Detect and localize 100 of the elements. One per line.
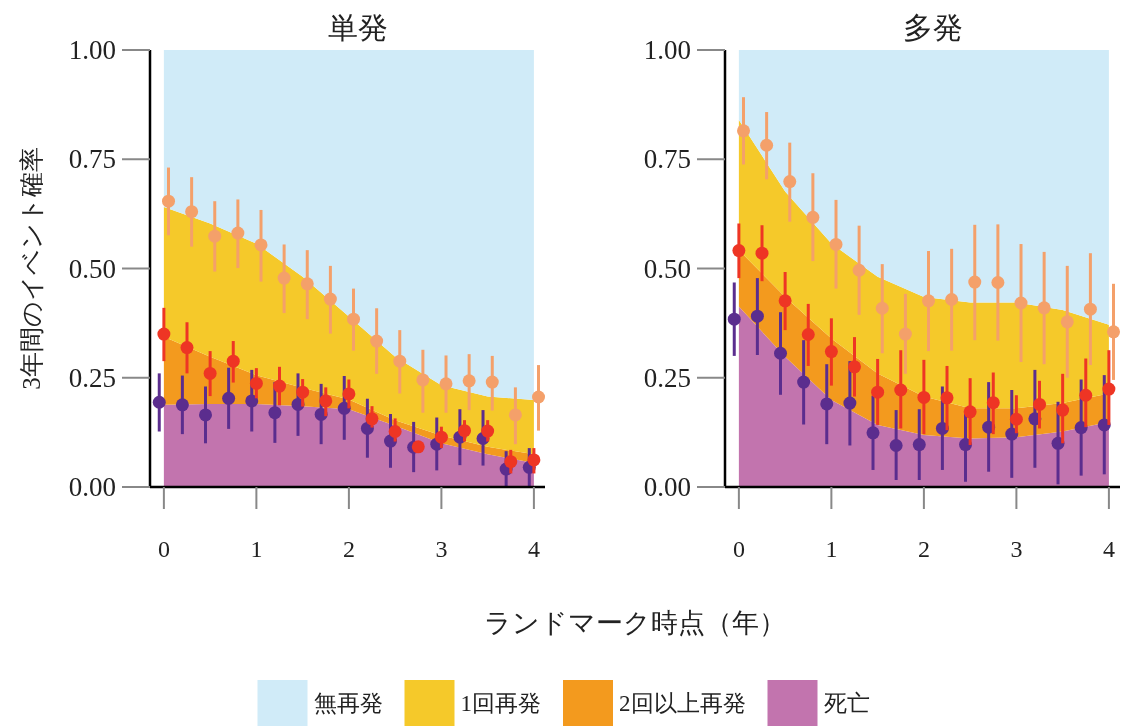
point	[871, 385, 885, 399]
point	[508, 408, 522, 422]
legend-label: 2回以上再発	[619, 691, 746, 716]
chart-title: 単発	[327, 11, 388, 44]
point	[945, 293, 959, 307]
point	[829, 237, 843, 251]
point	[824, 345, 838, 359]
point	[1102, 382, 1116, 396]
y-tick-label: 1.00	[68, 35, 116, 65]
point	[1083, 302, 1097, 316]
point	[737, 124, 750, 138]
point	[1079, 388, 1093, 402]
x-tick-label: 0	[732, 536, 745, 562]
y-tick-label: 0.50	[643, 253, 691, 284]
legend-label: 1回再発	[460, 691, 541, 716]
point	[732, 244, 746, 258]
point	[532, 390, 546, 404]
y-axis-title: 3年間のイベント確率	[18, 147, 45, 390]
point	[968, 275, 982, 289]
point	[481, 424, 495, 438]
y-tick-label: 0.75	[643, 144, 691, 175]
legend-label: 死亡	[823, 691, 870, 716]
point	[774, 346, 787, 360]
point	[342, 387, 356, 401]
point	[1107, 325, 1121, 339]
point	[393, 354, 407, 368]
point	[727, 312, 741, 326]
x-tick-label: 4	[527, 536, 540, 562]
point	[1060, 315, 1074, 329]
point	[778, 294, 792, 308]
point	[1037, 301, 1051, 315]
point	[370, 334, 384, 348]
point	[388, 425, 402, 438]
point	[245, 394, 259, 408]
point	[162, 194, 175, 208]
point	[439, 377, 453, 391]
point	[894, 383, 908, 397]
chart-title: 多発	[902, 11, 963, 44]
y-tick-label: 0.25	[68, 362, 116, 393]
point	[180, 341, 194, 355]
point	[783, 175, 797, 189]
point	[231, 226, 245, 240]
point	[986, 396, 1000, 410]
point	[806, 210, 820, 224]
point	[462, 374, 476, 388]
point	[843, 396, 857, 410]
point	[1014, 296, 1028, 310]
point	[527, 453, 541, 467]
x-tick-label: 2	[342, 536, 355, 562]
point	[852, 263, 866, 277]
point	[912, 438, 926, 452]
y-tick-label: 0.00	[68, 472, 116, 502]
point	[485, 375, 499, 389]
point	[1033, 397, 1047, 411]
point	[319, 394, 333, 408]
x-tick-label: 1	[250, 536, 263, 562]
x-axis-title: ランドマーク時点（年）	[484, 608, 786, 638]
point	[199, 408, 212, 422]
point	[875, 301, 889, 315]
point	[254, 238, 268, 252]
y-tick-label: 1.00	[643, 35, 691, 65]
point	[273, 379, 287, 393]
point	[249, 376, 263, 390]
point	[898, 327, 912, 341]
point	[922, 294, 936, 308]
point	[848, 360, 862, 374]
point	[434, 430, 448, 444]
point	[866, 426, 880, 440]
point	[760, 138, 774, 152]
point	[296, 385, 310, 399]
y-tick-label: 0.00	[643, 472, 691, 502]
point	[504, 455, 518, 469]
y-tick-label: 0.50	[68, 253, 116, 284]
point	[226, 354, 240, 368]
point	[222, 391, 236, 405]
point	[797, 375, 811, 389]
x-tick-label: 2	[917, 536, 930, 562]
point	[1009, 412, 1023, 426]
point	[940, 391, 954, 405]
point	[268, 406, 282, 420]
point	[820, 397, 834, 411]
point	[323, 292, 337, 306]
point	[300, 277, 314, 291]
point	[203, 366, 217, 380]
point	[277, 271, 291, 285]
point	[152, 395, 166, 409]
point	[991, 275, 1005, 289]
point	[365, 412, 379, 426]
point	[416, 373, 430, 387]
point	[411, 440, 425, 454]
point	[959, 438, 973, 452]
point	[347, 312, 361, 326]
point	[750, 309, 764, 323]
point	[917, 390, 931, 404]
point	[1056, 403, 1070, 417]
y-tick-label: 0.75	[68, 144, 116, 175]
point	[755, 246, 769, 260]
point	[458, 424, 472, 438]
x-tick-label: 3	[435, 536, 448, 562]
y-tick-label: 0.25	[643, 362, 691, 393]
